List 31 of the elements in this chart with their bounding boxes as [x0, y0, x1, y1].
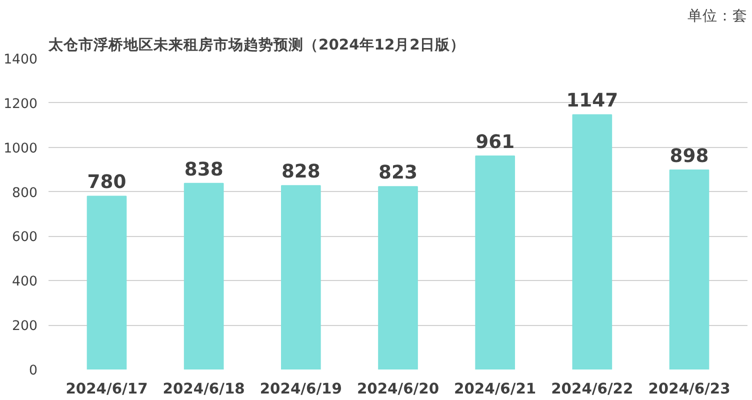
y-tick-label: 0: [29, 364, 38, 378]
data-label: 823: [378, 162, 418, 184]
data-label: 1147: [566, 90, 618, 112]
bar: [281, 185, 321, 370]
y-tick-label: 800: [12, 186, 38, 201]
bar: [184, 182, 224, 370]
x-tick-label: 2024/6/17: [66, 380, 148, 398]
data-label: 838: [184, 159, 224, 180]
data-label: 961: [476, 132, 515, 154]
x-tick-label: 2024/6/21: [454, 380, 536, 398]
bar: [378, 186, 418, 370]
y-tick-label: 1200: [4, 96, 38, 112]
x-tick-label: 2024/6/20: [356, 380, 440, 398]
y-tick-label: 1000: [4, 141, 38, 156]
text: 单位：套: [688, 8, 748, 24]
x-tick-label: 2024/6/22: [551, 380, 634, 398]
y-tick-label: 600: [12, 230, 38, 246]
bar: [86, 196, 127, 370]
y-tick-label: 200: [12, 319, 38, 334]
x-tick-label: 2024/6/19: [260, 380, 342, 398]
y-tick-label: 1400: [4, 52, 38, 68]
bar: [572, 114, 612, 370]
data-label: 828: [281, 162, 320, 183]
data-label: 780: [87, 172, 126, 194]
data-label: 898: [670, 146, 709, 168]
x-tick-label: 2024/6/23: [648, 380, 730, 398]
chart-title: 太仓市浮桥地区未来租房市场趋势预测（2024年12月2日版）: [48, 36, 465, 54]
y-tick-label: 400: [12, 274, 38, 290]
bar: [475, 156, 515, 370]
x-tick-label: 2024/6/18: [162, 380, 245, 398]
bar: [669, 170, 710, 370]
